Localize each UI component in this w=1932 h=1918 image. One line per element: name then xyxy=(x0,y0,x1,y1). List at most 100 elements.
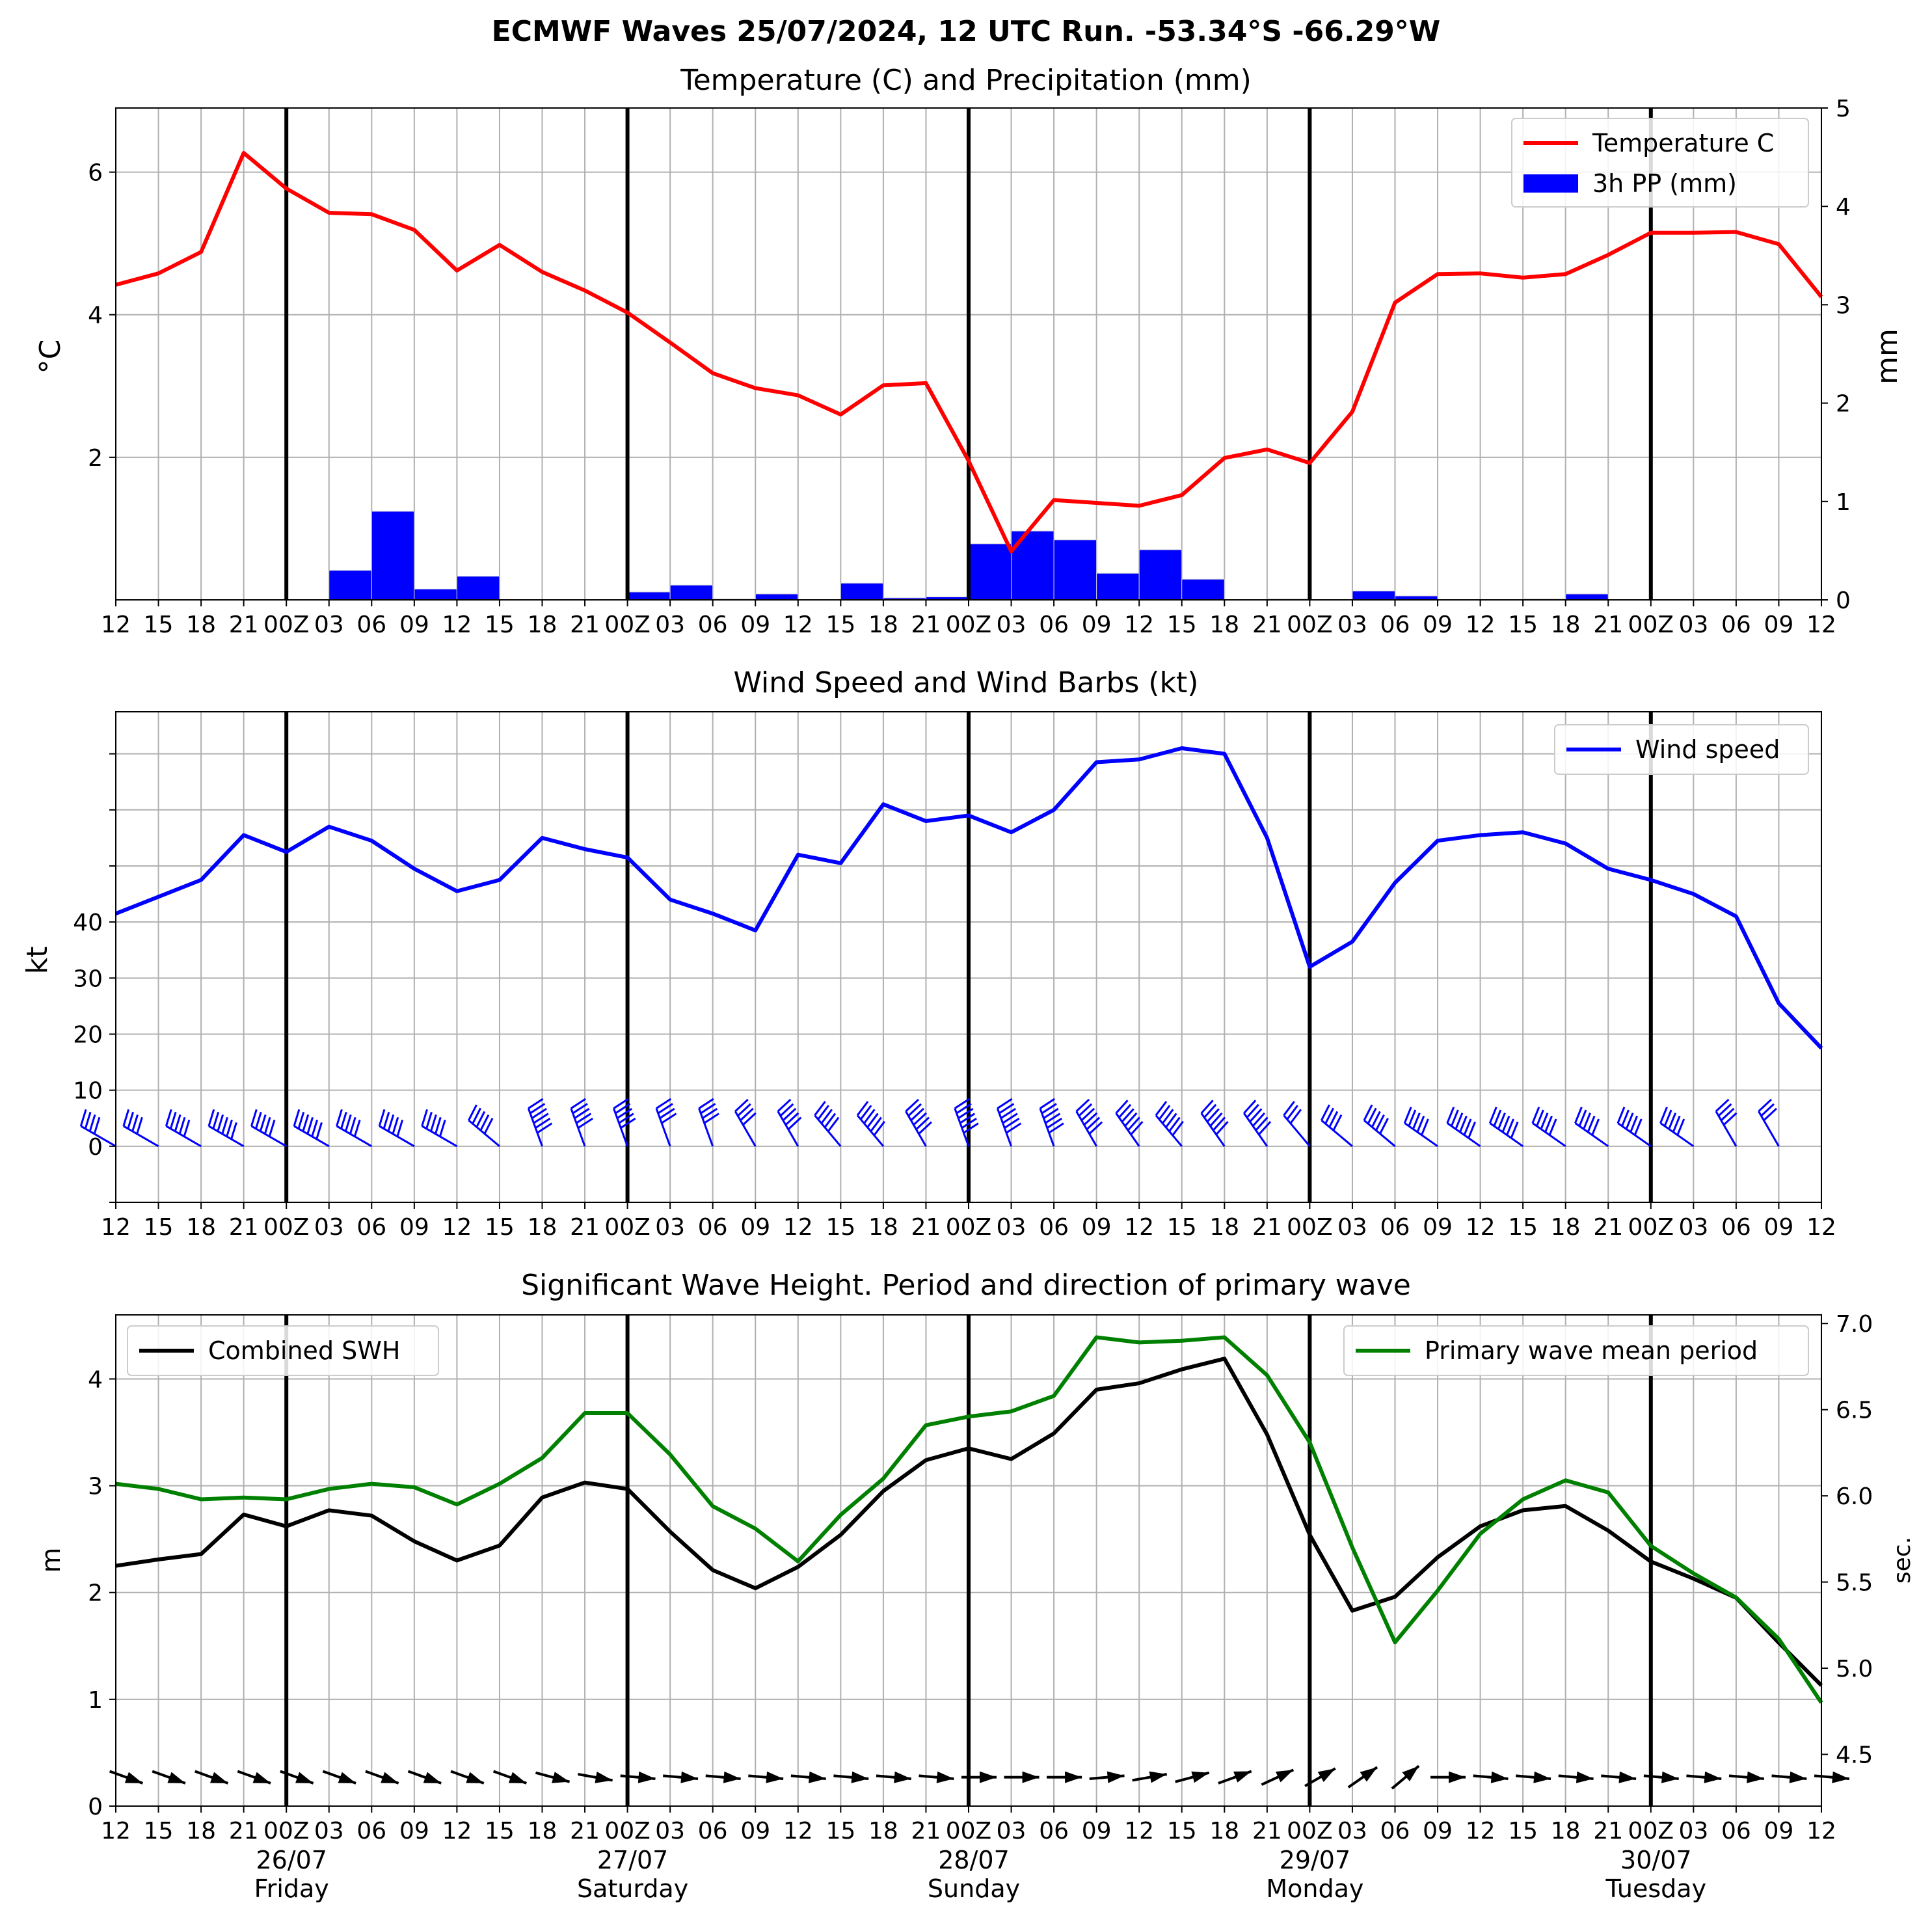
wind-barb-feather xyxy=(528,1098,544,1109)
wave-xtick-label: 15 xyxy=(1508,1818,1538,1844)
wind-barb xyxy=(1488,1106,1524,1148)
wave-direction-arrow xyxy=(620,1771,656,1783)
wind-barb-feather xyxy=(1375,1114,1385,1131)
precip-bar xyxy=(329,570,372,601)
wind-xtick-label: 03 xyxy=(655,1214,685,1241)
wind-barb-feather xyxy=(84,1111,92,1129)
wind-barb-feather xyxy=(1158,1105,1171,1120)
wind-barb-feather xyxy=(263,1116,271,1135)
wind-barb-feather xyxy=(817,1105,829,1120)
wave-direction-arrow xyxy=(535,1771,570,1783)
wave-arrow-head xyxy=(851,1771,869,1783)
wave-ytick-label: 1 xyxy=(88,1687,103,1714)
wind-barb-feather xyxy=(963,1122,979,1134)
wave-arrow-head xyxy=(1661,1771,1679,1783)
wave-direction-arrow xyxy=(1728,1771,1764,1783)
wind-barb-feather xyxy=(479,1114,490,1131)
wind-barb-feather xyxy=(208,1109,215,1127)
wave-arrow-head xyxy=(1065,1771,1082,1783)
wind-barb-feather xyxy=(870,1116,882,1132)
wind-barb-feather xyxy=(1583,1113,1591,1130)
wave-period-line xyxy=(115,1335,1823,1704)
wave-panel: Significant Wave Height. Period and dire… xyxy=(36,1269,1916,1903)
wave-xtick-label: 00Z xyxy=(263,1818,309,1844)
wind-barb xyxy=(1039,1098,1064,1147)
wind-barb-feather xyxy=(915,1116,930,1130)
temp-xtick-label: 12 xyxy=(783,612,813,638)
wind-barb-staff xyxy=(1283,1114,1311,1147)
wind-barb-feather xyxy=(1165,1113,1177,1128)
wind-barb-feather xyxy=(1403,1106,1412,1124)
wave-direction-arrow xyxy=(1175,1771,1210,1783)
wind-barb-feather xyxy=(1591,1118,1600,1136)
wind-barb-feather xyxy=(734,1098,749,1113)
wave-direction-arrow xyxy=(365,1770,399,1785)
wind-barb-feather xyxy=(700,1103,716,1114)
wave-direction-arrow xyxy=(833,1771,869,1783)
wave-xtick-label: 21 xyxy=(1252,1818,1282,1844)
precip-bar xyxy=(1053,539,1097,601)
wind-barb-feather xyxy=(1172,1120,1184,1136)
wind-barb-feather xyxy=(659,1107,675,1119)
temp-xtick-label: 09 xyxy=(740,612,770,638)
temp-xtick-label: 03 xyxy=(1337,612,1367,638)
precip-ytick-label: 5 xyxy=(1836,96,1851,122)
wind-barb-feather xyxy=(255,1111,262,1129)
wave-direction-arrow xyxy=(1558,1771,1594,1783)
wind-barb-feather xyxy=(349,1116,356,1135)
wind-barb-feather xyxy=(1455,1113,1464,1130)
wave-ytick-label: 4 xyxy=(88,1366,103,1393)
wave-direction-arrow xyxy=(492,1770,528,1785)
legend-box xyxy=(1511,118,1809,208)
wave-xtick-label: 15 xyxy=(485,1818,515,1844)
wind-barb-feather xyxy=(1544,1115,1553,1133)
wind-xtick-label: 09 xyxy=(399,1214,429,1241)
wind-barb-feather xyxy=(1289,1109,1302,1124)
wind-barb-feather xyxy=(777,1098,792,1113)
wind-barb-feather xyxy=(1446,1106,1455,1124)
wind-barb-staff xyxy=(123,1125,159,1148)
wind-barb-feather xyxy=(1668,1113,1677,1130)
temp-xtick-label: 03 xyxy=(655,612,685,638)
wind-barb xyxy=(1758,1098,1780,1147)
wave-xtick-label: 06 xyxy=(356,1818,386,1844)
temp-xtick-label: 06 xyxy=(1721,612,1751,638)
wind-barb-feather xyxy=(79,1109,87,1127)
wave-direction-arrow xyxy=(1218,1770,1252,1785)
wave-arrow-head xyxy=(1533,1771,1551,1783)
wind-barb-feather xyxy=(863,1109,876,1124)
wind-barb-feather xyxy=(127,1111,135,1129)
wind-xtick-label: 00Z xyxy=(946,1214,991,1241)
wave-direction-arrow xyxy=(1391,1764,1420,1790)
wind-barb-feather xyxy=(387,1114,395,1132)
wind-barb xyxy=(1617,1106,1652,1148)
wind-barb xyxy=(1155,1101,1184,1147)
precip-bar xyxy=(755,593,799,601)
wind-xtick-label: 12 xyxy=(1124,1214,1154,1241)
temp-xtick-label: 15 xyxy=(485,612,515,638)
wave-ytick-label: 0 xyxy=(88,1794,103,1820)
wind-xtick-label: 00Z xyxy=(1287,1214,1332,1241)
wind-barb-feather xyxy=(183,1119,191,1137)
wind-barb xyxy=(1075,1098,1103,1147)
wind-barb-feather xyxy=(859,1105,872,1120)
wind-barb xyxy=(1574,1106,1609,1148)
wind-barb-feather xyxy=(392,1116,399,1135)
wind-xtick-label: 12 xyxy=(1466,1214,1496,1241)
wave-xtick-label: 09 xyxy=(1764,1818,1794,1844)
wind-barb-feather xyxy=(472,1107,482,1124)
legend-box xyxy=(127,1325,439,1376)
wind-barb-feather xyxy=(1252,1112,1266,1127)
temp-xtick-label: 12 xyxy=(1124,612,1154,638)
wind-barb-feather xyxy=(1155,1101,1168,1116)
wind-barb-feather xyxy=(259,1114,267,1132)
temp-xtick-label: 12 xyxy=(1466,612,1496,638)
temperature-line xyxy=(115,151,1823,554)
wind-barb-feather xyxy=(336,1109,343,1127)
wind-xtick-label: 12 xyxy=(783,1214,813,1241)
wind-barb-feather xyxy=(1510,1121,1519,1139)
wind-xtick-label: 18 xyxy=(186,1214,216,1241)
wind-xtick-label: 18 xyxy=(528,1214,557,1241)
wave-xtick-label: 15 xyxy=(1167,1818,1197,1844)
wind-barb-feather xyxy=(702,1107,718,1119)
